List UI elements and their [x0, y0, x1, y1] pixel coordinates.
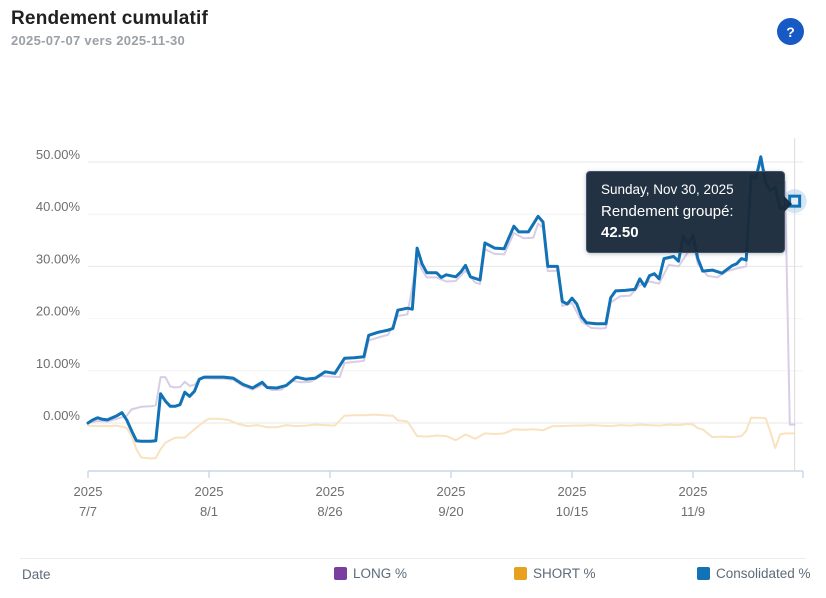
x-axis-date-label: 8/1	[200, 504, 218, 519]
chart-tooltip: Sunday, Nov 30, 2025 Rendement groupé: 4…	[586, 171, 792, 253]
x-axis-year-label: 2025	[74, 484, 103, 499]
x-axis-year-label: 2025	[679, 484, 708, 499]
y-axis-tick-label: 20.00%	[36, 304, 81, 319]
legend-bar: Date LONG % SHORT % Consolidated %	[0, 558, 826, 591]
tooltip-value: 42.50	[601, 224, 639, 241]
series-line-long	[87, 163, 796, 426]
x-axis-date-label: 9/20	[438, 504, 463, 519]
date-range-subtitle: 2025-07-07 vers 2025-11-30	[11, 33, 186, 48]
y-axis-tick-label: 10.00%	[36, 356, 81, 371]
x-axis-year-label: 2025	[316, 484, 345, 499]
long-swatch-icon	[334, 567, 347, 580]
legend-label-long: LONG %	[353, 566, 408, 581]
cumulative-return-chart[interactable]: 50.00% 40.00% 30.00% 20.00% 10.00% 0.00% 2025 7…	[0, 0, 826, 556]
page-title: Rendement cumulatif	[11, 8, 208, 29]
x-axis-date-label: 7/7	[79, 504, 97, 519]
legend-label-consolidated: Consolidated %	[716, 566, 811, 581]
x-axis-date-label: 8/26	[317, 504, 342, 519]
tooltip-arrow	[784, 196, 792, 212]
x-axis-year-label: 2025	[558, 484, 587, 499]
help-button[interactable]: ?	[777, 18, 804, 45]
tooltip-date: Sunday, Nov 30, 2025	[601, 182, 734, 197]
y-axis-tick-label: 30.00%	[36, 251, 81, 266]
x-axis-year-label: 2025	[437, 484, 466, 499]
legend-item-long[interactable]: LONG %	[334, 566, 407, 581]
legend-item-short[interactable]: SHORT %	[514, 566, 596, 581]
x-axis-date-label: 10/15	[556, 504, 589, 519]
x-axis-year-label: 2025	[195, 484, 224, 499]
date-column-header: Date	[22, 567, 51, 582]
x-axis-date-label: 11/9	[681, 504, 705, 519]
y-axis-tick-label: 40.00%	[36, 199, 81, 214]
question-mark-icon: ?	[786, 23, 795, 40]
header: Rendement cumulatif 2025-07-07 vers 2025…	[11, 8, 208, 48]
series-line-short	[87, 413, 796, 460]
y-axis-tick-label: 0.00%	[43, 408, 80, 423]
legend-item-consolidated[interactable]: Consolidated %	[697, 566, 811, 581]
y-axis-tick-label: 50.00%	[36, 147, 81, 162]
tooltip-value-line: Rendement groupé: 42.50	[601, 203, 734, 241]
consolidated-swatch-icon	[697, 567, 710, 580]
short-swatch-icon	[514, 567, 527, 580]
legend-top-border	[20, 558, 806, 559]
legend-label-short: SHORT %	[533, 566, 596, 581]
